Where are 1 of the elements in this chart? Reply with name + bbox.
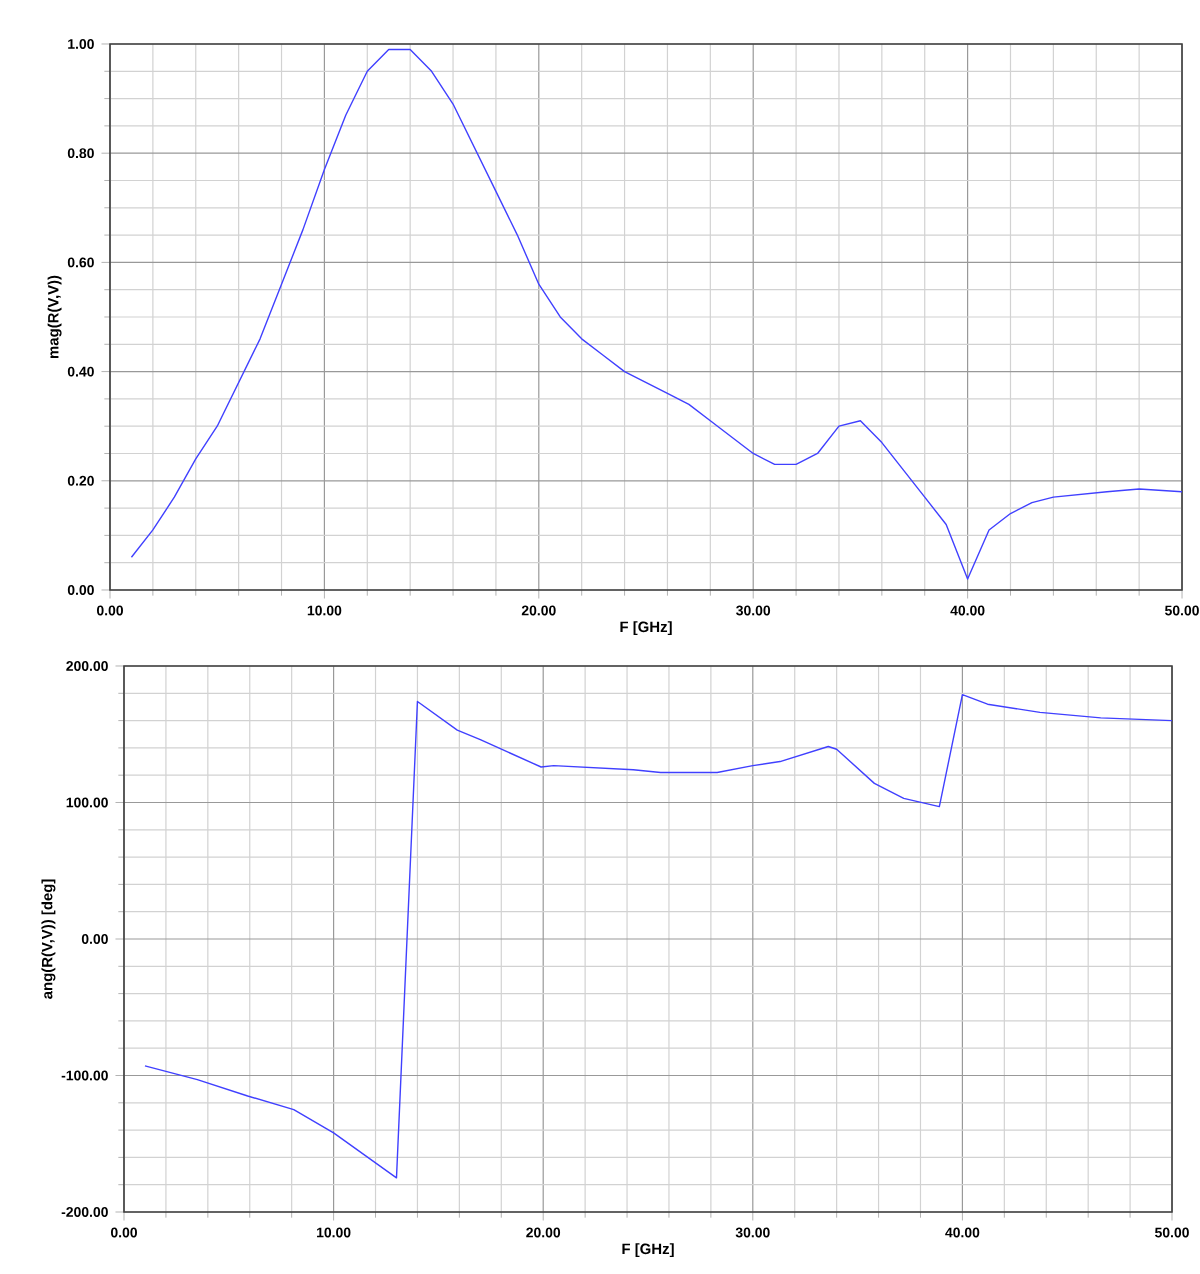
line-series bbox=[144, 693, 1173, 1179]
